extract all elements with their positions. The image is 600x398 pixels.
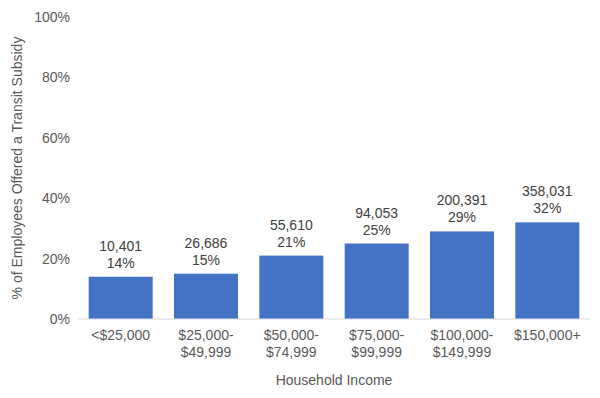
count-label: 94,053 bbox=[355, 205, 398, 221]
x-axis-title: Household Income bbox=[276, 372, 393, 388]
y-tick-label: 100% bbox=[34, 9, 70, 25]
x-tick-label: $100,000-$149,999 bbox=[430, 327, 493, 360]
x-axis-line bbox=[78, 319, 590, 320]
x-tick-label: $150,000+ bbox=[514, 327, 581, 343]
data-label: 32% bbox=[533, 200, 561, 216]
bar bbox=[345, 244, 409, 320]
chart-container: 0% 20% 40% 60% 80% 100% 14%10,401 15%26,686 21%5… bbox=[0, 0, 600, 398]
data-label: 14% bbox=[107, 255, 135, 271]
y-tick-label: 0% bbox=[50, 311, 70, 327]
x-tick-label: $75,000-$99,999 bbox=[349, 327, 405, 360]
x-tick-label: $25,000-$49,999 bbox=[178, 327, 234, 360]
bar bbox=[430, 231, 494, 319]
y-tick-label: 80% bbox=[42, 69, 70, 85]
bar bbox=[174, 274, 238, 319]
x-tick-label: <$25,000 bbox=[91, 327, 150, 343]
count-label: 10,401 bbox=[99, 238, 142, 254]
bar bbox=[259, 256, 323, 319]
bars bbox=[89, 222, 580, 319]
bar bbox=[515, 222, 579, 319]
chart: 0% 20% 40% 60% 80% 100% 14%10,401 15%26,686 21%5… bbox=[0, 0, 600, 398]
data-label: 21% bbox=[277, 234, 305, 250]
count-label: 26,686 bbox=[185, 235, 228, 251]
count-label: 358,031 bbox=[522, 183, 573, 199]
data-label: 29% bbox=[448, 209, 476, 225]
bar bbox=[89, 277, 153, 319]
data-label: 15% bbox=[192, 252, 220, 268]
count-label: 55,610 bbox=[270, 217, 313, 233]
y-tick-label: 20% bbox=[42, 251, 70, 267]
data-label: 25% bbox=[363, 222, 391, 238]
y-tick-label: 40% bbox=[42, 190, 70, 206]
y-tick-label: 60% bbox=[42, 130, 70, 146]
count-label: 200,391 bbox=[437, 192, 488, 208]
x-tick-label: $50,000-$74,999 bbox=[264, 327, 320, 360]
y-axis-title: % of Employees Offered a Transit Subsidy bbox=[9, 37, 25, 300]
